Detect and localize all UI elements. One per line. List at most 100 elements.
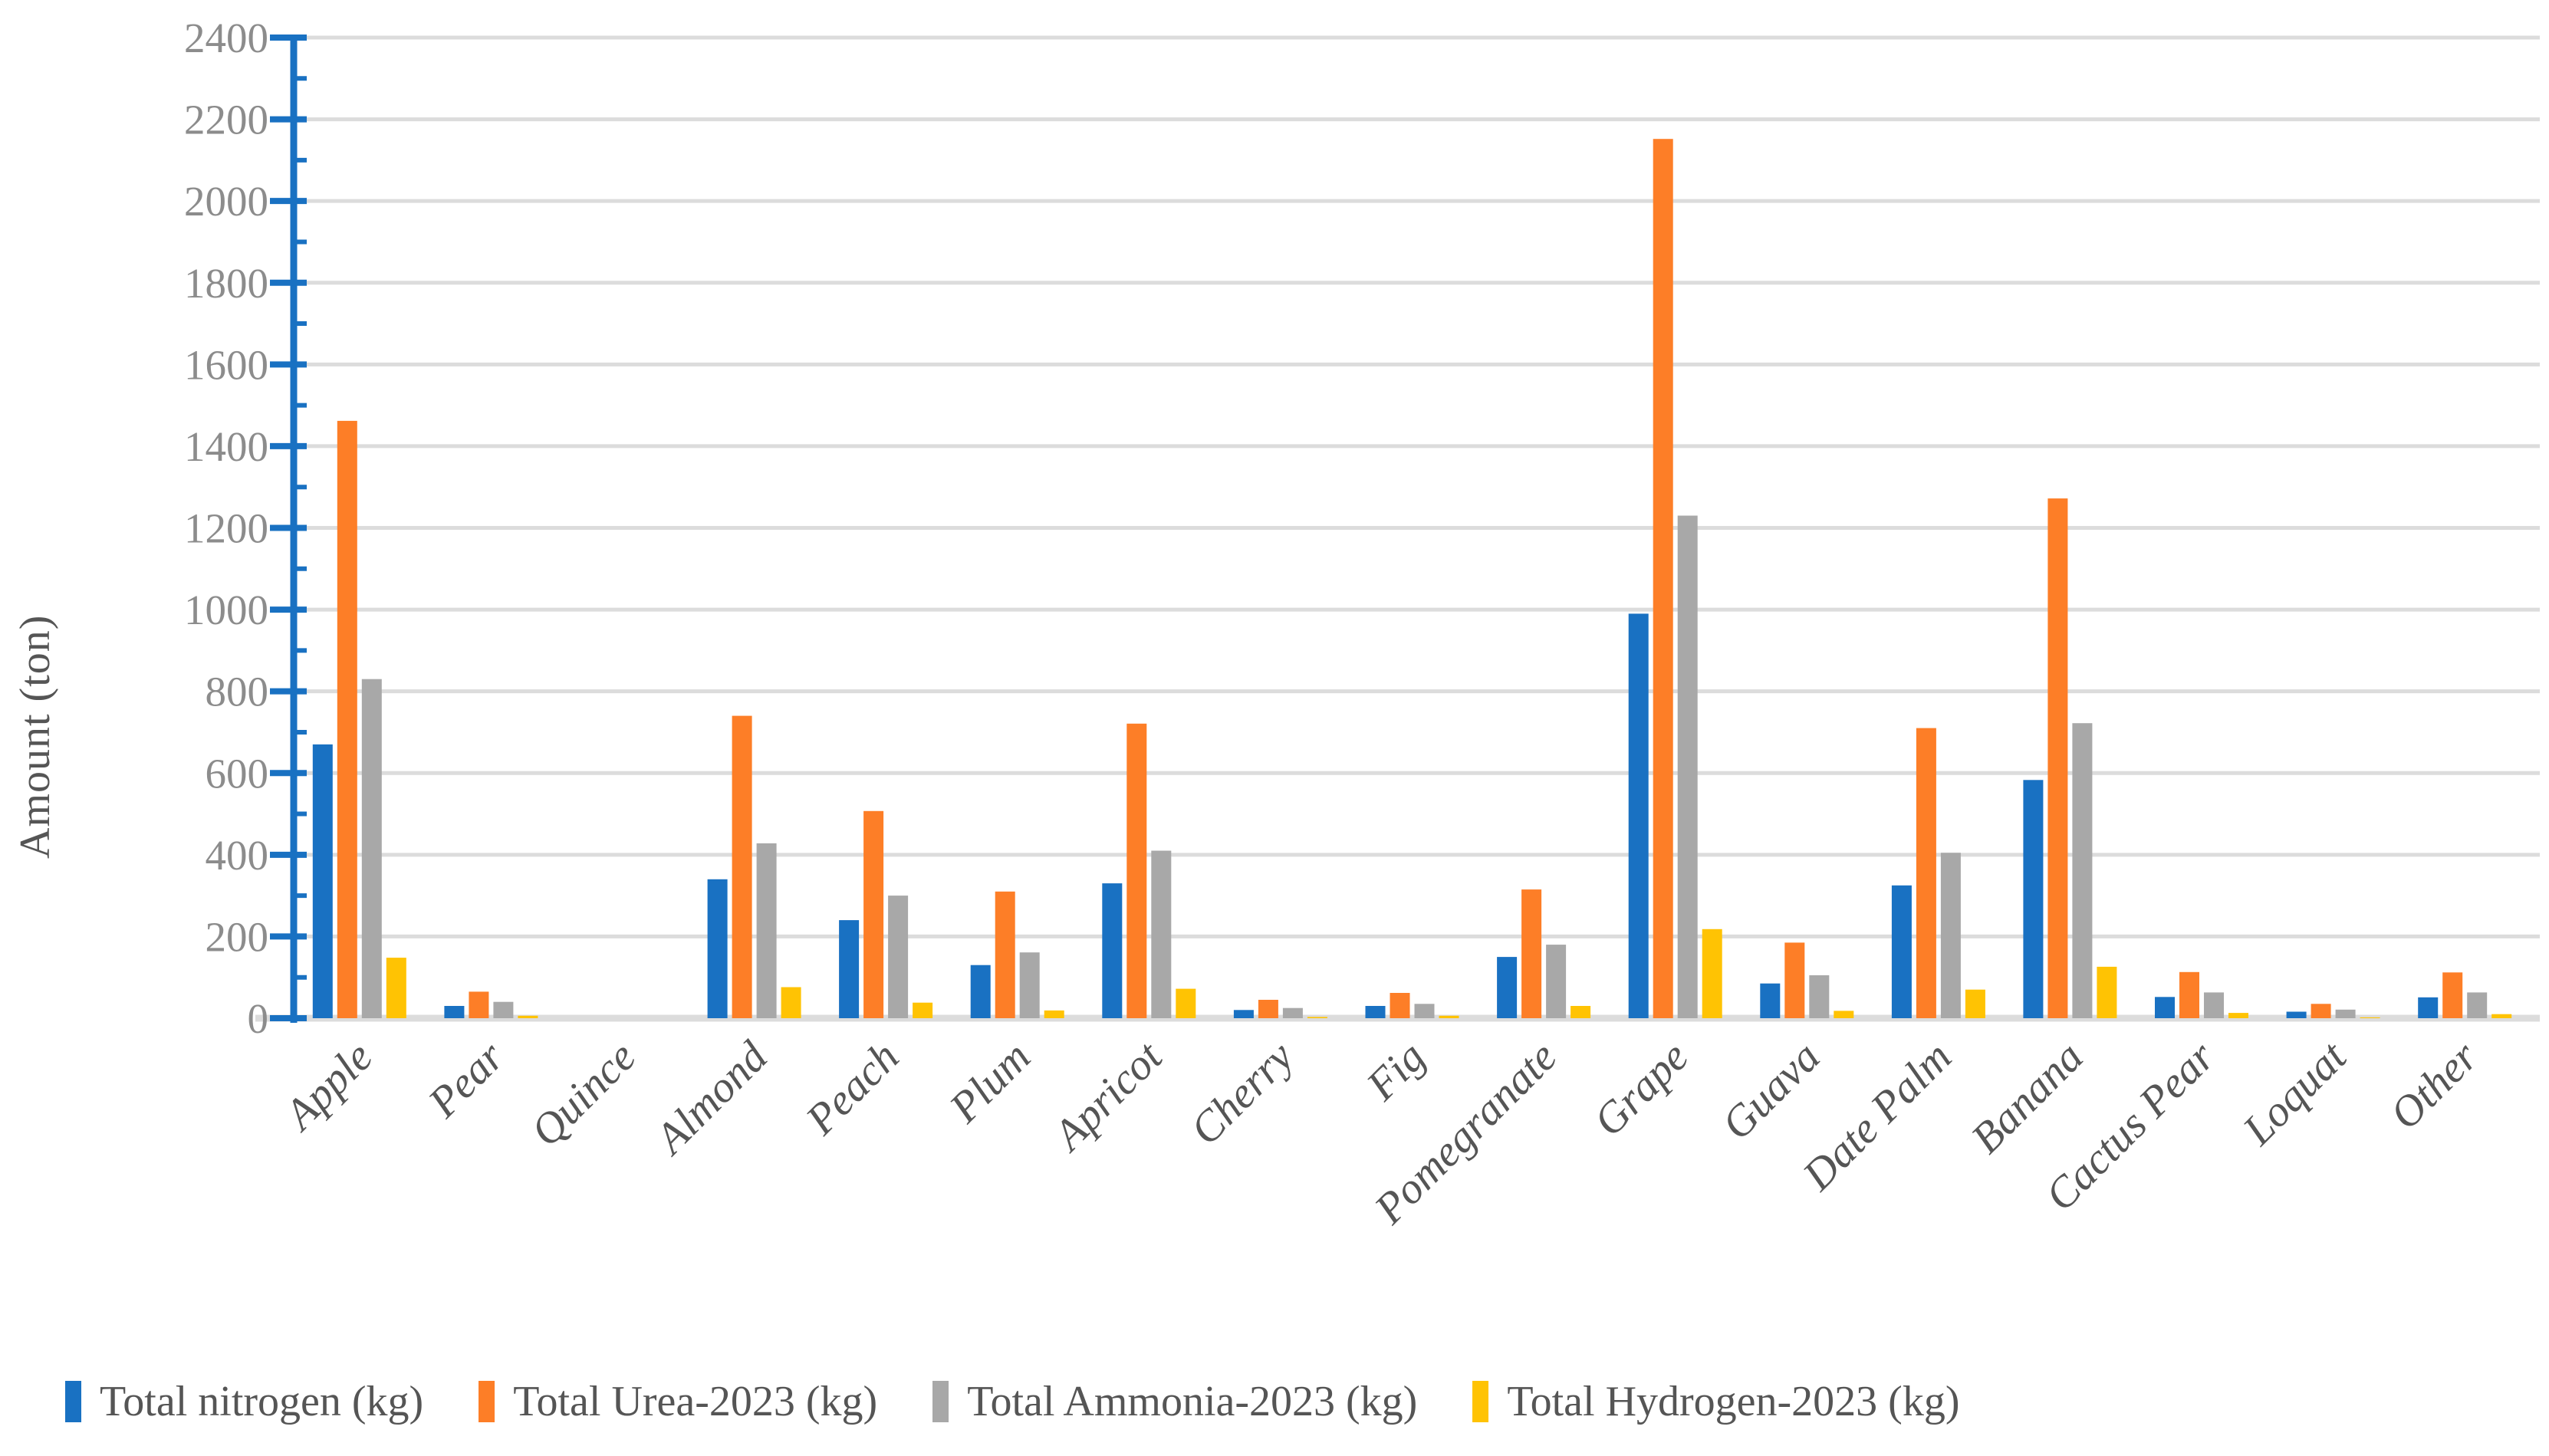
bar-plum-series-1: [995, 891, 1015, 1018]
legend-label-3: Total Hydrogen-2023 (kg): [1507, 1378, 1960, 1425]
bar-peach-series-3: [913, 1002, 933, 1018]
bar-almond-series-1: [732, 715, 752, 1018]
category-label-cherry: Cherry: [1181, 1032, 1303, 1154]
legend: Total nitrogen (kg) Total Urea-2023 (kg) T…: [65, 1377, 1959, 1426]
legend-label-1: Total Urea-2023 (kg): [513, 1378, 878, 1425]
bar-pomegranate-series-1: [1521, 889, 1542, 1018]
y-axis: [270, 35, 307, 1023]
category-label-peach: Peach: [796, 1033, 908, 1145]
bar-plum-series-2: [1019, 952, 1040, 1018]
bar-loquat-series-0: [2286, 1011, 2307, 1018]
y-tick-label-2200: 2200: [184, 97, 268, 143]
y-tick-label-2400: 2400: [184, 15, 268, 61]
bar-cactus-pear-series-0: [2155, 997, 2175, 1018]
bar-apricot-series-2: [1151, 850, 1172, 1018]
category-label-loquat: Loquat: [2233, 1032, 2356, 1155]
y-tick-label-400: 400: [206, 832, 269, 879]
bars: [312, 139, 2512, 1019]
bar-apricot-series-1: [1126, 723, 1147, 1018]
bar-almond-series-3: [781, 987, 801, 1018]
y-tick-label-1000: 1000: [184, 587, 268, 633]
legend-item-2: Total Ammonia-2023 (kg): [932, 1377, 1417, 1426]
category-label-grape: Grape: [1584, 1033, 1698, 1146]
bar-apple-series-0: [312, 744, 333, 1018]
bar-loquat-series-1: [2311, 1004, 2331, 1018]
bar-banana-series-3: [2097, 966, 2117, 1018]
bar-fig-series-0: [1365, 1006, 1386, 1018]
bar-cherry-series-0: [1233, 1010, 1254, 1018]
bar-cherry-series-3: [1307, 1017, 1327, 1018]
bar-grape-series-2: [1677, 515, 1698, 1018]
bar-apricot-series-0: [1102, 883, 1123, 1018]
bar-date-palm-series-3: [1965, 989, 1985, 1018]
bar-cherry-series-2: [1282, 1007, 1303, 1018]
bar-banana-series-1: [2047, 498, 2068, 1018]
y-tick-labels: 0 200 400 600 800 1000 1200 1400 1600 1800 2000 220…: [184, 15, 268, 1042]
y-tick-label-1200: 1200: [184, 505, 268, 552]
bar-other-series-0: [2418, 997, 2439, 1018]
bar-date-palm-series-2: [1940, 853, 1961, 1018]
bar-fig-series-2: [1414, 1004, 1435, 1018]
bar-almond-series-2: [756, 843, 777, 1018]
bar-pear-series-3: [518, 1015, 538, 1018]
y-tick-label-1800: 1800: [184, 260, 268, 307]
bar-plum-series-0: [970, 965, 991, 1018]
bar-date-palm-series-1: [1916, 728, 1936, 1018]
bar-other-series-3: [2491, 1014, 2512, 1018]
bar-plum-series-3: [1044, 1010, 1064, 1018]
legend-swatch-2: [932, 1381, 949, 1422]
bar-fig-series-1: [1390, 993, 1410, 1018]
bar-pomegranate-series-0: [1497, 957, 1518, 1018]
y-tick-label-200: 200: [206, 913, 269, 960]
category-label-apple: Apple: [274, 1033, 382, 1141]
category-label-other: Other: [2381, 1032, 2488, 1139]
y-axis-title: Amount (ton): [12, 614, 59, 859]
y-tick-label-600: 600: [206, 750, 269, 797]
legend-label-0: Total nitrogen (kg): [100, 1378, 424, 1425]
bar-guava-series-0: [1760, 983, 1781, 1018]
legend-item-1: Total Urea-2023 (kg): [479, 1377, 877, 1426]
bar-guava-series-1: [1784, 942, 1805, 1018]
bar-date-palm-series-0: [1891, 885, 1912, 1018]
bar-grape-series-0: [1628, 613, 1649, 1018]
bar-loquat-series-3: [2360, 1017, 2380, 1018]
bar-pear-series-0: [444, 1006, 465, 1018]
bar-guava-series-3: [1834, 1011, 1854, 1018]
bar-peach-series-1: [863, 810, 884, 1018]
category-label-guava: Guava: [1712, 1033, 1829, 1149]
bar-cactus-pear-series-2: [2204, 992, 2224, 1018]
legend-item-0: Total nitrogen (kg): [65, 1377, 423, 1426]
bar-loquat-series-2: [2335, 1009, 2356, 1018]
bar-pear-series-2: [493, 1001, 514, 1018]
bar-almond-series-0: [707, 879, 728, 1018]
legend-item-3: Total Hydrogen-2023 (kg): [1472, 1377, 1959, 1426]
bar-banana-series-0: [2023, 780, 2044, 1018]
legend-swatch-1: [479, 1381, 495, 1422]
bar-cactus-pear-series-1: [2179, 971, 2199, 1018]
legend-swatch-0: [65, 1381, 81, 1422]
bar-guava-series-2: [1809, 975, 1830, 1018]
bar-cactus-pear-series-3: [2228, 1013, 2248, 1018]
bar-apple-series-2: [361, 679, 382, 1018]
bar-peach-series-2: [888, 896, 909, 1018]
category-label-fig: Fig: [1357, 1033, 1434, 1110]
bar-other-series-1: [2442, 972, 2463, 1018]
category-label-quince: Quince: [521, 1033, 645, 1156]
y-tick-label-1400: 1400: [184, 423, 268, 470]
bar-peach-series-0: [839, 920, 860, 1018]
bar-pear-series-1: [469, 991, 489, 1018]
bar-other-series-2: [2467, 992, 2488, 1018]
category-label-plum: Plum: [940, 1033, 1040, 1132]
bar-apple-series-3: [386, 958, 406, 1018]
legend-label-2: Total Ammonia-2023 (kg): [967, 1378, 1418, 1425]
bar-pomegranate-series-2: [1546, 945, 1567, 1018]
y-tick-label-1600: 1600: [184, 341, 268, 388]
category-label-apricot: Apricot: [1042, 1032, 1172, 1162]
bar-banana-series-2: [2072, 723, 2093, 1018]
category-label-almond: Almond: [644, 1032, 777, 1165]
category-labels: Apple Pear Quince Almond Peach Plum Apricot Che…: [274, 1032, 2488, 1234]
gridlines: [255, 35, 2540, 1022]
y-tick-label-800: 800: [206, 669, 269, 715]
